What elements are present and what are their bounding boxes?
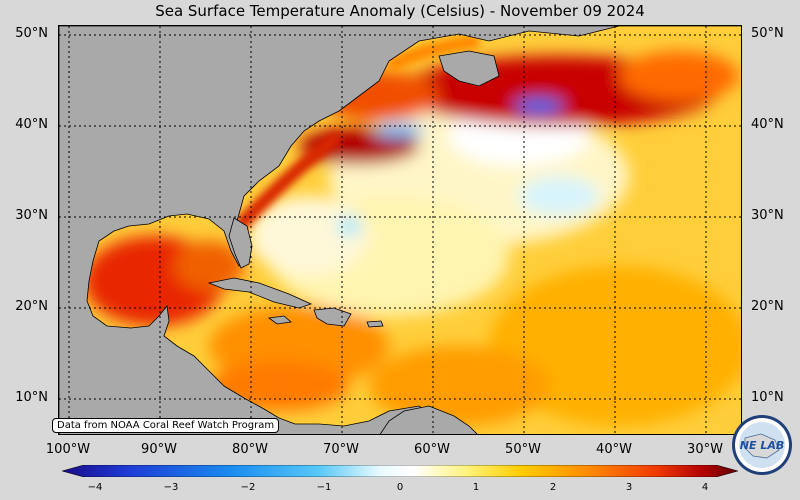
lon-label: 70°W [323, 442, 359, 457]
lat-label-right: 20°N [751, 299, 784, 314]
colorbar-tick: 4 [701, 482, 709, 493]
map-title: Sea Surface Temperature Anomaly (Celsius… [155, 2, 645, 20]
colorbar-tick: −3 [163, 482, 179, 493]
lat-label-right: 10°N [751, 390, 784, 405]
land [59, 26, 741, 434]
lat-label-right: 40°N [751, 117, 784, 132]
lat-label-left: 40°N [15, 117, 48, 132]
colorbar-tick: −2 [240, 482, 256, 493]
lon-label: 60°W [414, 442, 450, 457]
lon-label: 30°W [687, 442, 723, 457]
lon-label: 40°W [596, 442, 632, 457]
colorbar-tick: 3 [625, 482, 633, 493]
graticule [59, 26, 741, 434]
logo-text: NE LAB [740, 439, 784, 452]
data-credit: Data from NOAA Coral Reef Watch Program [52, 418, 280, 433]
colorbar-tick: −4 [87, 482, 103, 493]
lat-label-right: 50°N [751, 26, 784, 41]
colorbar-tick: 0 [396, 482, 404, 493]
colorbar-gradient [60, 464, 740, 478]
colorbar-tick: −1 [316, 482, 332, 493]
lat-label-left: 20°N [15, 299, 48, 314]
lat-label-left: 50°N [15, 26, 48, 41]
lon-label: 80°W [232, 442, 268, 457]
colorbar-tick: 1 [472, 482, 480, 493]
colorbar-tick: 2 [549, 482, 557, 493]
lon-label: 50°W [505, 442, 541, 457]
nelab-logo: NE LAB [731, 414, 793, 476]
sst-anomaly-map [58, 25, 742, 435]
lat-label-left: 30°N [15, 208, 48, 223]
anomaly-field [79, 51, 741, 426]
lat-label-left: 10°N [15, 390, 48, 405]
lon-label: 100°W [45, 442, 91, 457]
lon-label: 90°W [141, 442, 177, 457]
lat-label-right: 30°N [751, 208, 784, 223]
colorbar [60, 462, 740, 478]
